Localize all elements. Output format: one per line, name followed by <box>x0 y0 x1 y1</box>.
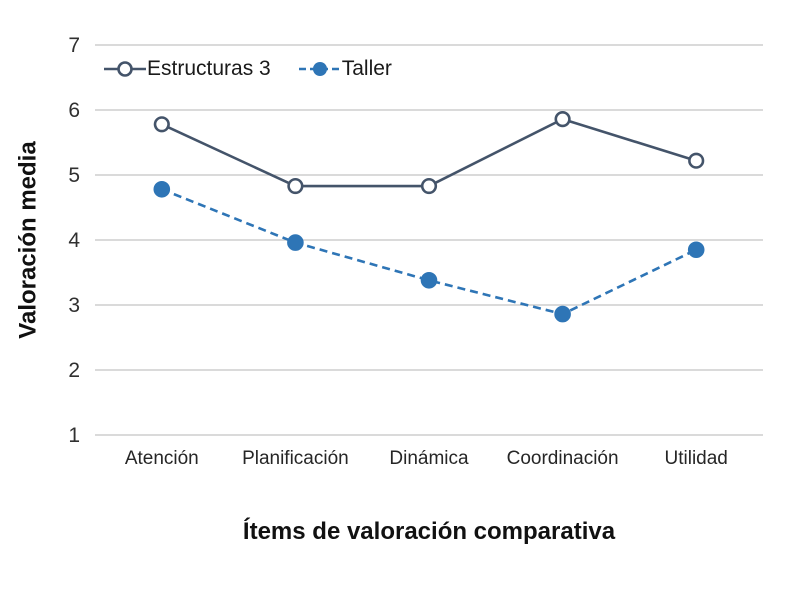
y-axis-title-text: Valoración media <box>15 141 43 339</box>
series-line-0 <box>161 117 697 188</box>
y-tick-label: 5 <box>68 164 80 187</box>
legend-item-estructuras-3: Estructuras 3 <box>104 58 271 79</box>
y-tick-label: 3 <box>68 294 80 317</box>
data-point-marker-series-0 <box>287 177 304 195</box>
y-axis-title: Valoración media <box>6 45 52 435</box>
y-tick-label: 7 <box>68 34 80 57</box>
y-tick-label: 4 <box>68 229 80 252</box>
x-tick-label: Coordinación <box>507 448 619 469</box>
legend: Estructuras 3 Taller <box>104 58 392 79</box>
data-point-marker-series-1 <box>554 305 571 323</box>
data-point-marker-series-1 <box>153 181 171 198</box>
x-tick-label: Utilidad <box>665 448 728 469</box>
y-tick-label: 2 <box>68 359 80 382</box>
data-point-marker-series-1 <box>287 234 304 251</box>
data-point-marker-series-0 <box>688 152 705 169</box>
series-line-1 <box>161 188 697 316</box>
open-circle-solid-line-icon <box>104 60 146 77</box>
data-point-marker-series-1 <box>420 271 438 289</box>
y-tick-label: 6 <box>68 99 80 122</box>
data-point-marker-series-0 <box>420 177 438 195</box>
y-tick-label: 1 <box>68 424 80 447</box>
x-axis-title: Ítems de valoración comparativa <box>242 518 616 545</box>
x-tick-label: Planificación <box>242 448 349 469</box>
data-point-marker-series-0 <box>153 116 170 133</box>
legend-label-estructuras-3: Estructuras 3 <box>147 57 271 80</box>
legend-label-taller: Taller <box>341 57 392 80</box>
data-point-marker-series-1 <box>687 241 705 259</box>
data-point-marker-series-0 <box>554 110 571 128</box>
x-tick-label: Dinámica <box>389 448 469 469</box>
x-tick-label: Atención <box>125 448 199 469</box>
legend-item-taller: Taller <box>298 57 392 80</box>
filled-circle-dashed-line-icon <box>298 61 341 76</box>
